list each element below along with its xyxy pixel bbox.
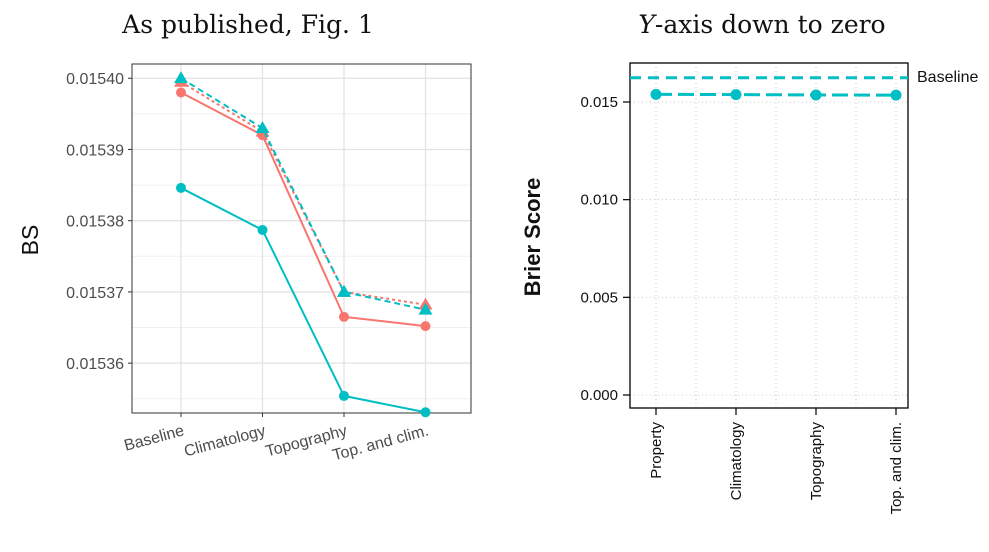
left-plot-panel-border	[131, 63, 472, 414]
right-x-tick-label: Topography	[808, 422, 825, 501]
left-chart-title: As published, Fig. 1	[121, 10, 374, 39]
left-triangle-marker	[337, 284, 351, 297]
right-y-axis-label: Brier Score	[520, 178, 545, 297]
left-y-tick-label: 0.01540	[66, 71, 124, 88]
right-x-ticks: Property Climatology Topography Top. and cl…	[648, 408, 905, 515]
left-triangle-marker	[174, 71, 188, 84]
left-x-tick-label: Baseline	[122, 422, 186, 454]
left-grid	[132, 64, 471, 413]
left-y-ticks: 0.01536 0.01537 0.01538 0.01539 0.01540	[66, 71, 132, 373]
left-circle-marker	[339, 311, 349, 322]
right-plot-box	[629, 62, 909, 409]
right-y-tick-label: 0.015	[580, 94, 618, 111]
right-x-tick-label: Property	[648, 422, 665, 479]
right-series-layer	[630, 76, 908, 101]
left-circle-marker	[176, 87, 186, 98]
right-x-tick-label: Climatology	[728, 422, 745, 501]
left-plot-background	[132, 64, 471, 413]
left-circle-marker	[339, 390, 349, 401]
left-chart: As published, Fig. 1 BS 0.015360.015370.…	[17, 10, 472, 464]
right-y-tick-label: 0.000	[580, 387, 618, 404]
left-circle-marker	[420, 407, 431, 418]
left-triangle-marker	[418, 302, 433, 315]
right-title-rest: -axis down to zero	[655, 10, 886, 39]
left-series-line	[180, 77, 426, 311]
left-triangle-marker	[255, 121, 270, 134]
right-y-ticks: 0.000 0.005 0.010 0.015	[580, 94, 630, 404]
right-grid	[630, 63, 908, 408]
right-circle-marker	[810, 89, 822, 101]
left-circle-marker	[420, 321, 431, 332]
left-series-layer	[174, 71, 433, 418]
left-circle-marker	[257, 224, 268, 235]
right-y-tick-label: 0.005	[580, 289, 618, 306]
right-x-tick-label: Top. and clim.	[888, 422, 905, 515]
left-series-line	[180, 187, 426, 414]
left-y-tick-label: 0.01538	[66, 214, 124, 231]
right-chart: Y-axis down to zero Brier Score 0.0000.0…	[520, 10, 978, 515]
left-y-tick-label: 0.01539	[66, 142, 124, 159]
right-series-line	[655, 92, 897, 97]
right-circle-marker	[650, 88, 662, 100]
left-y-tick-label: 0.01536	[66, 356, 124, 373]
left-y-axis-label: BS	[17, 225, 43, 256]
left-series-line	[180, 91, 426, 328]
right-circle-marker	[730, 89, 742, 101]
right-chart-title: Y-axis down to zero	[638, 10, 885, 39]
right-title-italic-part: Y	[638, 10, 657, 39]
left-x-tick-label: Climatology	[182, 422, 267, 460]
left-circle-marker	[176, 182, 186, 193]
left-y-tick-label: 0.01537	[66, 285, 124, 302]
right-circle-marker	[890, 89, 902, 101]
baseline-annotation: Baseline	[917, 69, 978, 86]
right-y-tick-label: 0.010	[580, 192, 618, 209]
